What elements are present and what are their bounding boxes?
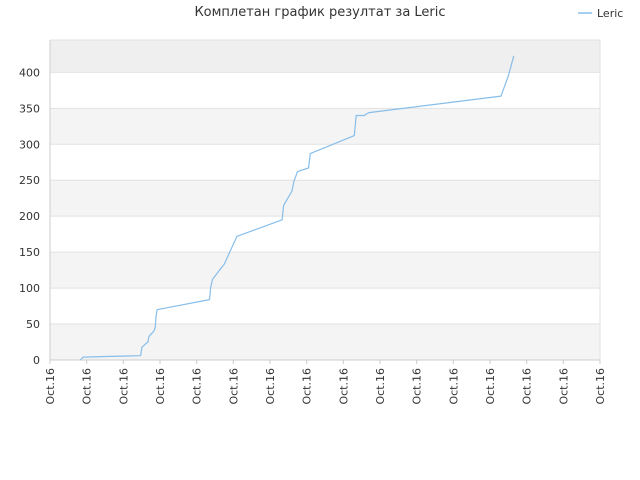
background-band [50, 180, 600, 217]
axes [49, 40, 601, 361]
background-band [50, 72, 600, 109]
background-band [50, 288, 600, 325]
background-band [50, 144, 600, 181]
x-tick-label: Oct.16 [521, 368, 534, 405]
background-band [50, 108, 600, 145]
background-band [50, 324, 600, 360]
chart-title: Комплетан график резултат за Leric [194, 5, 445, 20]
legend: Leric [578, 7, 623, 20]
x-tick-label: Oct.16 [191, 368, 204, 405]
series-layer [79, 55, 515, 361]
background-band [50, 252, 600, 289]
x-tick-label: Oct.16 [374, 368, 387, 405]
legend-label: Leric [597, 7, 623, 20]
y-tick-label: 250 [19, 174, 40, 187]
y-tick-label: 50 [26, 318, 40, 331]
y-tick-label: 400 [19, 66, 40, 79]
x-tick-label: Oct.16 [154, 368, 167, 405]
x-tick-label: Oct.16 [227, 368, 240, 405]
y-tick-labels: 0 50 100 150 200 250 300 350 400 [19, 66, 40, 367]
x-tick-label: Oct.16 [301, 368, 314, 405]
x-tick-label: Oct.16 [557, 368, 570, 405]
x-tick-label: Oct.16 [484, 368, 497, 405]
background-bands [50, 40, 600, 360]
x-tick-label: Oct.16 [411, 368, 424, 405]
y-tick-label: 0 [33, 354, 40, 367]
y-tick-label: 200 [19, 210, 40, 223]
x-tick-label: Oct.16 [594, 368, 607, 405]
y-tick-label: 100 [19, 282, 40, 295]
series-line [79, 55, 515, 361]
x-tick-label: Oct.16 [447, 368, 460, 405]
y-tick-label: 350 [19, 102, 40, 115]
background-band [50, 216, 600, 253]
background-band [50, 40, 600, 73]
y-tick-label: 300 [19, 138, 40, 151]
x-tick-label: Oct.16 [44, 368, 57, 405]
x-tick-label: Oct.16 [337, 368, 350, 405]
x-tick-label: Oct.16 [81, 368, 94, 405]
x-tick-label: Oct.16 [117, 368, 130, 405]
x-tick-label: Oct.16 [264, 368, 277, 405]
y-tick-label: 150 [19, 246, 40, 259]
x-tick-labels: Oct.16 Oct.16 Oct.16 Oct.16 Oct.16 Oct.16 Oct.… [44, 360, 607, 405]
grid-lines [50, 39, 600, 361]
